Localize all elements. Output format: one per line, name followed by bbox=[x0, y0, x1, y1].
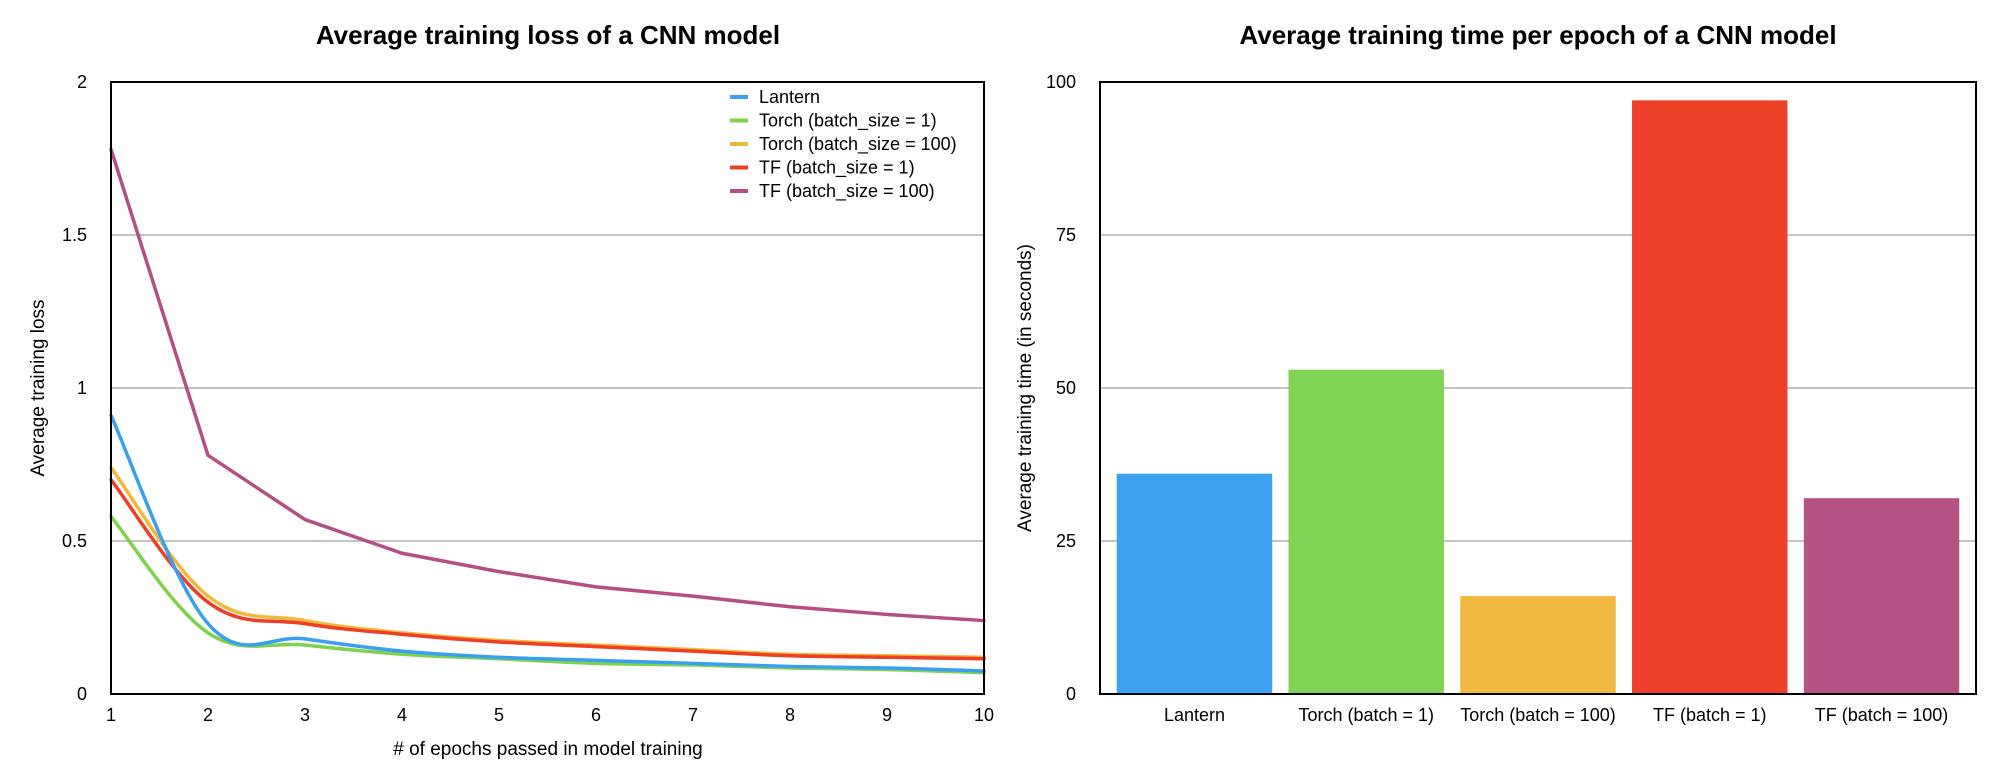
y-tick-label: 0 bbox=[77, 684, 87, 704]
legend-item: TF (batch_size = 100) bbox=[730, 181, 935, 202]
y-tick-label: 25 bbox=[1056, 531, 1076, 551]
bar-chart-y-ticks: 0 25 50 75 100 bbox=[1046, 72, 1076, 704]
category-label: Lantern bbox=[1164, 705, 1225, 725]
category-label: TF (batch = 1) bbox=[1653, 705, 1767, 725]
legend-item: TF (batch_size = 1) bbox=[730, 158, 915, 179]
bar-chart-category-labels: Lantern Torch (batch = 1) Torch (batch = 1… bbox=[1164, 705, 1948, 725]
line-chart-title: Average training loss of a CNN model bbox=[316, 20, 780, 50]
bar bbox=[1632, 100, 1788, 695]
y-tick-label: 0.5 bbox=[62, 531, 87, 551]
bar-chart-title: Average training time per epoch of a CNN… bbox=[1239, 20, 1836, 50]
y-tick-label: 2 bbox=[77, 72, 87, 92]
series-line bbox=[109, 514, 986, 675]
series-line bbox=[109, 465, 986, 660]
x-tick-label: 1 bbox=[106, 705, 116, 725]
legend-label: Lantern bbox=[759, 87, 820, 107]
line-chart-frame bbox=[110, 81, 985, 695]
x-tick-label: 5 bbox=[494, 705, 504, 725]
line-chart-legend: Lantern Torch (batch_size = 1)Torch (batc… bbox=[730, 87, 957, 202]
y-tick-label: 50 bbox=[1056, 378, 1076, 398]
y-tick-label: 0 bbox=[1066, 684, 1076, 704]
line-chart-x-ticks: 1 2 3 4 5 6 7 8 9 10 bbox=[106, 705, 994, 725]
legend-item: Torch (batch_size = 1) bbox=[730, 111, 937, 132]
bar bbox=[1803, 498, 1960, 694]
y-tick-label: 1.5 bbox=[62, 225, 87, 245]
legend-item: Lantern bbox=[730, 87, 820, 107]
x-tick-label: 10 bbox=[974, 705, 994, 725]
y-tick-label: 100 bbox=[1046, 72, 1076, 92]
bar-chart-bars bbox=[1116, 100, 1960, 695]
line-chart-y-label: Average training loss bbox=[28, 299, 49, 476]
bar-chart-y-label: Average training time (in seconds) bbox=[1015, 244, 1036, 532]
legend-item: Torch (batch_size = 100) bbox=[730, 134, 957, 155]
category-label: Torch (batch = 1) bbox=[1298, 705, 1434, 725]
line-chart-grid bbox=[111, 234, 984, 542]
line-chart-x-label: # of epochs passed in model training bbox=[393, 739, 702, 760]
legend-label: Torch (batch_size = 100) bbox=[759, 134, 957, 155]
x-tick-label: 6 bbox=[591, 705, 601, 725]
legend-label: Torch (batch_size = 1) bbox=[759, 111, 937, 132]
series-line bbox=[109, 147, 986, 623]
series-line bbox=[109, 478, 986, 661]
x-tick-label: 9 bbox=[882, 705, 892, 725]
line-chart: Average training loss of a CNN model 0 0.… bbox=[28, 20, 994, 760]
x-tick-label: 8 bbox=[785, 705, 795, 725]
legend-label: TF (batch_size = 100) bbox=[759, 181, 935, 202]
line-chart-series bbox=[109, 147, 986, 675]
x-tick-label: 7 bbox=[688, 705, 698, 725]
legend-label: TF (batch_size = 1) bbox=[759, 158, 915, 179]
bar bbox=[1460, 596, 1616, 694]
bar bbox=[1116, 473, 1273, 694]
x-tick-label: 2 bbox=[203, 705, 213, 725]
bar-chart-frame bbox=[1099, 81, 1977, 695]
line-chart-y-ticks: 0 0.5 1 1.5 2 bbox=[62, 72, 87, 704]
y-tick-label: 1 bbox=[77, 378, 87, 398]
category-label: TF (batch = 100) bbox=[1815, 705, 1949, 725]
y-tick-label: 75 bbox=[1056, 225, 1076, 245]
x-tick-label: 4 bbox=[397, 705, 407, 725]
bar-chart: Average training time per epoch of a CNN… bbox=[1015, 20, 1977, 725]
x-tick-label: 3 bbox=[300, 705, 310, 725]
bar bbox=[1288, 369, 1444, 694]
series-line bbox=[109, 413, 986, 673]
category-label: Torch (batch = 100) bbox=[1460, 705, 1616, 725]
